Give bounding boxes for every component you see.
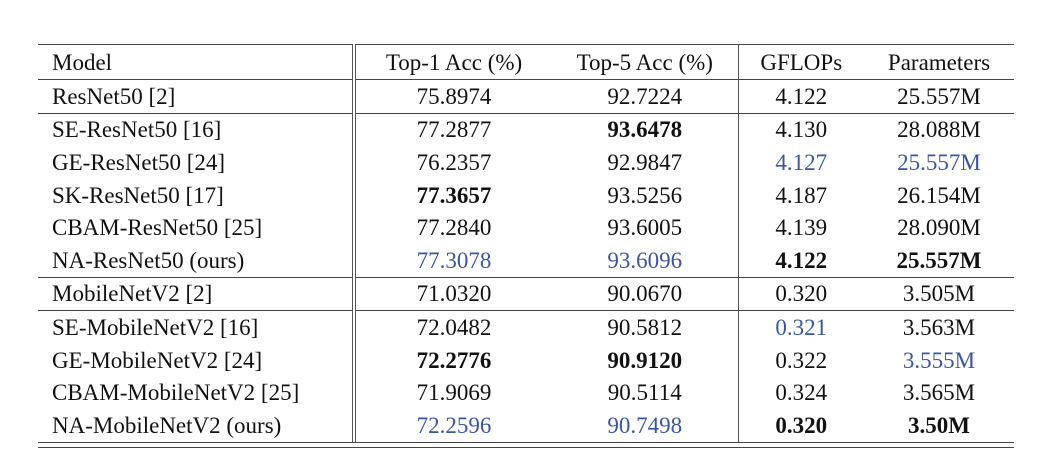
top1-value: 77.2877 [416, 117, 492, 143]
header-top5: Top-5 Acc (%) [576, 49, 713, 75]
params-value: 28.090M [897, 215, 981, 241]
top5-value: 90.9120 [607, 347, 683, 373]
top1-value: 72.2776 [416, 347, 492, 373]
params-value: 3.50M [908, 412, 970, 438]
table-header: Model Top-1 Acc (%) Top-5 Acc (%) GFLOPs… [38, 44, 1014, 80]
top1-value: 71.9069 [416, 380, 492, 406]
table-row: GE-MobileNetV2 [24] 72.2776 90.9120 0.32… [38, 343, 1014, 377]
header-gflops: GFLOPs [737, 44, 864, 80]
top5-value: 92.7224 [552, 79, 738, 114]
top5-value: 90.5812 [607, 314, 683, 340]
table-row: NA-ResNet50 (ours) 77.3078 93.6096 4.122… [38, 243, 1014, 278]
table-row: SE-ResNet50 [16] 77.2877 93.6478 4.130 2… [38, 113, 1014, 147]
model-name: CBAM-MobileNetV2 [25] [38, 376, 356, 409]
gflops-value: 4.187 [737, 178, 864, 212]
table-row: ResNet50 [2] 75.8974 92.7224 4.122 25.55… [38, 79, 1014, 114]
gflops-value: 4.127 [737, 146, 864, 179]
top5-value: 93.6478 [607, 117, 683, 143]
gflops-value: 0.321 [737, 310, 864, 344]
top5-value: 90.7498 [607, 412, 683, 438]
model-name: GE-ResNet50 [24] [38, 146, 356, 179]
top5-value: 90.0670 [552, 276, 738, 312]
top1-value: 72.2596 [416, 412, 492, 438]
top1-value: 75.8974 [354, 79, 552, 114]
table-row: NA-MobileNetV2 (ours) 72.2596 90.7498 0.… [38, 408, 1014, 442]
params-value: 25.557M [864, 243, 1014, 278]
top5-value: 92.9847 [607, 149, 683, 175]
top1-value: 72.0482 [416, 314, 492, 340]
gflops-value: 4.122 [737, 243, 864, 278]
top1-value: 77.3078 [354, 243, 552, 278]
params-value: 25.557M [897, 149, 981, 175]
model-name: SE-MobileNetV2 [16] [38, 310, 356, 344]
table-row: CBAM-MobileNetV2 [25] 71.9069 90.5114 0.… [38, 376, 1014, 409]
params-value: 3.563M [902, 314, 976, 340]
gflops-value: 0.320 [737, 408, 864, 442]
gflops-value: 4.139 [737, 211, 864, 244]
model-name: NA-ResNet50 (ours) [38, 243, 356, 278]
table-bottom-rule [38, 441, 1014, 448]
gflops-value: 4.122 [737, 79, 864, 114]
top5-value: 90.5114 [607, 380, 682, 406]
results-table-container: Model Top-1 Acc (%) Top-5 Acc (%) GFLOPs… [38, 44, 1014, 448]
gflops-value: 4.130 [737, 113, 864, 147]
top1-value: 77.2840 [416, 215, 492, 241]
table-row: SE-MobileNetV2 [16] 72.0482 90.5812 0.32… [38, 310, 1014, 344]
params-value: 3.555M [902, 347, 976, 373]
top5-value: 93.6005 [607, 215, 683, 241]
params-value: 28.088M [897, 117, 981, 143]
gflops-value: 0.320 [737, 276, 864, 312]
model-name: MobileNetV2 [2] [38, 276, 356, 312]
header-top1: Top-1 Acc (%) [385, 49, 523, 75]
model-name: SE-ResNet50 [16] [38, 113, 356, 147]
header-model: Model [38, 44, 356, 80]
model-name: GE-MobileNetV2 [24] [38, 343, 356, 377]
table-row: GE-ResNet50 [24] 76.2357 92.9847 4.127 2… [38, 146, 1014, 179]
top1-value: 77.3657 [416, 182, 492, 208]
params-value: 25.557M [864, 79, 1014, 114]
table-row: SK-ResNet50 [17] 77.3657 93.5256 4.187 2… [38, 178, 1014, 212]
resnet-group: ResNet50 [2] 75.8974 92.7224 4.122 25.55… [38, 79, 1014, 278]
params-value: 3.505M [864, 276, 1014, 312]
model-name: SK-ResNet50 [17] [38, 178, 356, 212]
gflops-value: 0.324 [737, 376, 864, 409]
results-table: Model Top-1 Acc (%) Top-5 Acc (%) GFLOPs… [38, 44, 1014, 442]
model-name: ResNet50 [2] [38, 79, 356, 114]
model-name: NA-MobileNetV2 (ours) [38, 408, 356, 442]
params-value: 26.154M [897, 182, 981, 208]
table-row: MobileNetV2 [2] 71.0320 90.0670 0.320 3.… [38, 276, 1014, 312]
gflops-value: 0.322 [737, 343, 864, 377]
top5-value: 93.6096 [552, 243, 738, 278]
top1-value: 76.2357 [416, 149, 492, 175]
top1-value: 71.0320 [354, 276, 552, 312]
top5-value: 93.5256 [607, 182, 683, 208]
table-row: CBAM-ResNet50 [25] 77.2840 93.6005 4.139… [38, 211, 1014, 244]
params-value: 3.565M [902, 380, 976, 406]
model-name: CBAM-ResNet50 [25] [38, 211, 356, 244]
header-row: Model Top-1 Acc (%) Top-5 Acc (%) GFLOPs… [38, 44, 1014, 80]
header-params: Parameters [887, 49, 991, 75]
mobilenet-group: MobileNetV2 [2] 71.0320 90.0670 0.320 3.… [38, 276, 1014, 442]
